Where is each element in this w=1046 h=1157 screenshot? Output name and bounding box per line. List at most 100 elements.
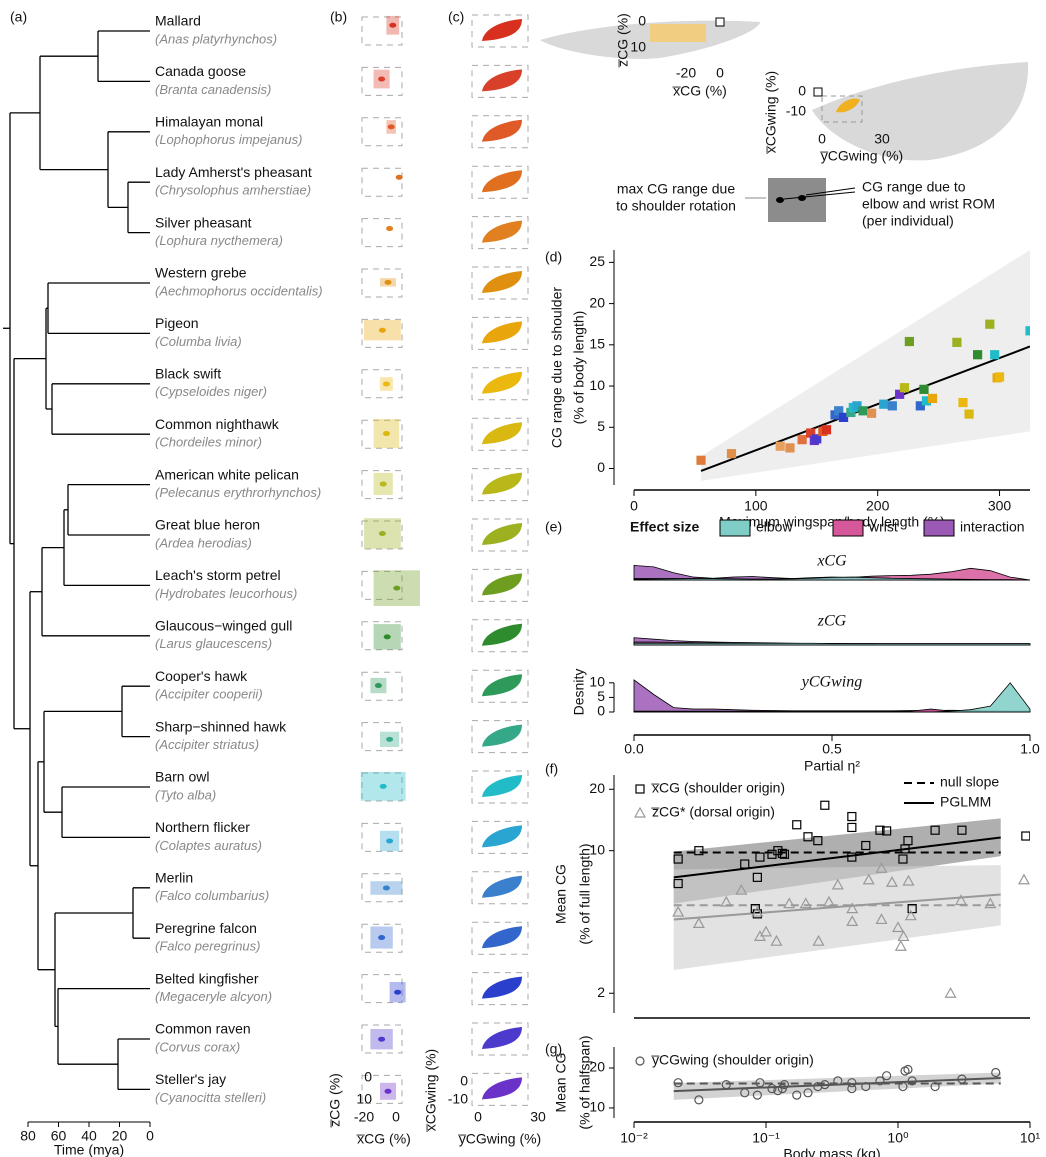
panel-label: (a) [10, 9, 27, 25]
wing-shape [482, 120, 522, 142]
axis-title: z̅CG (%) [615, 13, 631, 68]
legend-label: y̅CGwing (shoulder origin) [650, 1052, 813, 1068]
wing-shape [482, 1077, 522, 1099]
y-axis-title: Desnity [571, 669, 587, 716]
legend-label: interaction [960, 519, 1025, 535]
wing-shape [482, 372, 522, 394]
species-latin: (Chrysolophus amherstiae) [155, 183, 311, 198]
thumb-frame [362, 219, 402, 247]
point [859, 407, 867, 415]
species-name: Peregrine falcon [155, 920, 257, 936]
wing-shape [482, 422, 522, 444]
cg-dot [380, 784, 387, 789]
y-tick-label: 5 [597, 688, 605, 704]
legend-label: PGLMM [940, 794, 991, 810]
point [946, 988, 956, 997]
point [798, 436, 806, 444]
annotation: CG range due to [862, 179, 966, 195]
cg-dot [380, 481, 387, 486]
legend-swatch [720, 520, 750, 536]
point [1019, 875, 1029, 884]
species-name: Pigeon [155, 315, 199, 331]
x-tick-label: 10⁻² [620, 1130, 648, 1146]
tick-label: 0 [818, 131, 826, 147]
cg-dot [384, 634, 391, 639]
thumb-frame [362, 168, 402, 196]
figure: (a)(b)(c)Mallard(Anas platyrhynchos)Cana… [0, 0, 1046, 1157]
wing-shape [482, 19, 522, 41]
x-axis-title: Partial η² [804, 758, 860, 774]
x-tick-label: 200 [866, 498, 890, 514]
point [900, 384, 908, 392]
panel-label: (f) [545, 761, 558, 777]
species-latin: (Pelecanus erythrorhynchos) [155, 485, 321, 500]
point [636, 1057, 644, 1065]
y-tick-label: 5 [597, 418, 605, 434]
tick-label: -20 [676, 65, 696, 81]
species-name: Merlin [155, 870, 193, 886]
wing-shape [482, 170, 522, 192]
point [868, 409, 876, 417]
cg-dot [396, 175, 403, 180]
y-tick-label: 25 [589, 253, 605, 269]
wing-shape [482, 775, 522, 797]
tick-label: 0 [364, 1069, 372, 1085]
species-name: Great blue heron [155, 517, 260, 533]
wing-shape [482, 473, 522, 495]
x-tick-label: 10⁰ [887, 1130, 909, 1146]
species-latin: (Megaceryle alcyon) [155, 989, 272, 1004]
x-tick-label: 300 [988, 498, 1012, 514]
wing-shape [482, 271, 522, 293]
wing-shape [482, 725, 522, 747]
point [635, 808, 645, 817]
tick-label: 10 [356, 1091, 372, 1107]
point [905, 338, 913, 346]
species-name: Western grebe [155, 265, 247, 281]
point [823, 426, 831, 434]
wing-shape [482, 573, 522, 595]
point [786, 444, 794, 452]
cg-dot [383, 431, 390, 436]
point [959, 399, 967, 407]
point [965, 410, 973, 418]
species-name: Silver pheasant [155, 214, 252, 230]
legend-label: x̅CG (shoulder origin) [650, 780, 785, 796]
point [974, 351, 982, 359]
x-tick-label: 0 [630, 498, 638, 514]
legend-swatch [833, 520, 863, 536]
wing-shape [482, 926, 522, 948]
cg-dot [389, 23, 396, 28]
wing-shape [482, 977, 522, 999]
legend-title: Effect size [630, 519, 699, 535]
cg-dot [388, 124, 395, 129]
x-tick-label: 0.0 [624, 741, 644, 757]
x-tick-label: 1.0 [1020, 741, 1040, 757]
wing-shape [482, 624, 522, 646]
inset-range [650, 24, 706, 42]
tick-label: 10 [630, 39, 646, 55]
cg-dot [393, 586, 400, 591]
y-axis-title: CG range due to shoulder [549, 287, 565, 448]
species-name: Black swift [155, 366, 221, 382]
point [821, 801, 829, 809]
point [986, 320, 994, 328]
annotation: to shoulder rotation [616, 198, 736, 214]
axis-title: x̅CGwing (%) [423, 1049, 439, 1133]
species-name: Northern flicker [155, 819, 250, 835]
wing-shape [482, 876, 522, 898]
point [793, 821, 801, 829]
x-tick-label: 100 [744, 498, 768, 514]
axis-title: x̅CGwing (%) [763, 71, 779, 155]
y-tick-label: 0 [597, 459, 605, 475]
annotation: max CG range due [617, 181, 735, 197]
y-axis-title: (% of body length) [571, 311, 587, 425]
y-axis-title: Mean CG [553, 864, 569, 924]
tick-label: 0 [392, 1109, 400, 1125]
species-name: Cooper's hawk [155, 668, 248, 684]
tick-label: 0 [474, 1109, 482, 1125]
species-latin: (Chordeiles minor) [155, 435, 262, 450]
cg-dot [386, 226, 393, 231]
species-latin: (Lophura nycthemera) [155, 233, 283, 248]
point [888, 402, 896, 410]
y-axis-title: (% of halfspan) [577, 1035, 593, 1129]
